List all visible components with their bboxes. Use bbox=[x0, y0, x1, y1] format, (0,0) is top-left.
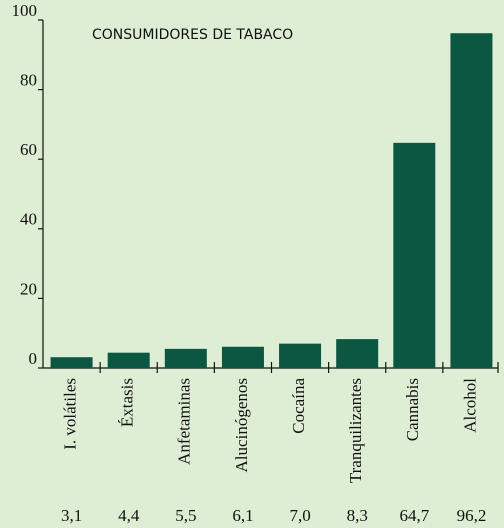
y-tick-label: 40 bbox=[20, 210, 37, 229]
y-tick-label: 0 bbox=[29, 349, 38, 368]
value-label: 96,2 bbox=[457, 506, 487, 525]
bar bbox=[107, 352, 150, 368]
y-tick-label: 60 bbox=[20, 140, 37, 159]
value-label: 7,0 bbox=[289, 506, 310, 525]
x-tick-label: I. volátiles bbox=[60, 378, 79, 450]
x-tick-label: Cocaína bbox=[289, 378, 308, 434]
bar bbox=[50, 357, 93, 368]
value-label: 5,5 bbox=[175, 506, 196, 525]
y-tick-label: 80 bbox=[20, 71, 37, 90]
bar bbox=[450, 33, 493, 368]
x-tick-label: Alcohol bbox=[460, 378, 479, 433]
value-label: 64,7 bbox=[399, 506, 429, 525]
x-tick-label: Tranquilizantes bbox=[346, 378, 365, 483]
value-label: 8,3 bbox=[347, 506, 368, 525]
value-label: 6,1 bbox=[232, 506, 253, 525]
value-label: 3,1 bbox=[61, 506, 82, 525]
x-tick-label: Cannabis bbox=[403, 378, 422, 441]
value-label: 4,4 bbox=[118, 506, 140, 525]
x-tick-label: Anfetaminas bbox=[175, 378, 194, 465]
y-tick-label: 20 bbox=[20, 279, 37, 298]
y-tick-label: 100 bbox=[12, 1, 38, 20]
chart-title: CONSUMIDORES DE TABACO bbox=[92, 27, 293, 43]
x-tick-label: Alucinógenos bbox=[232, 378, 251, 472]
bar bbox=[279, 343, 322, 368]
bar bbox=[221, 346, 264, 368]
x-tick-label: Éxtasis bbox=[118, 378, 137, 427]
bar bbox=[336, 339, 379, 368]
bar bbox=[393, 142, 436, 368]
bar bbox=[164, 348, 207, 368]
